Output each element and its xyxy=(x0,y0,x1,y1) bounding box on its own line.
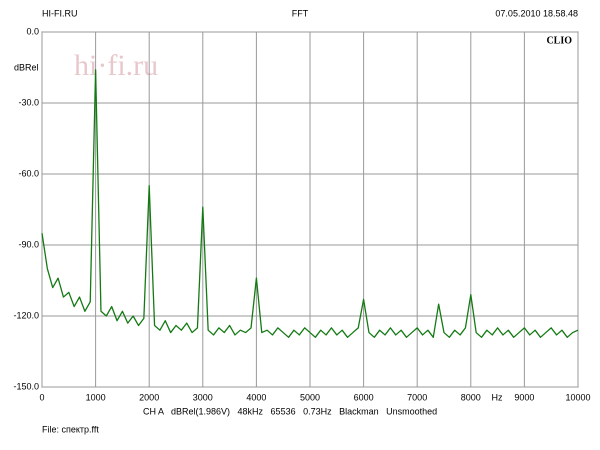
header-left: HI-FI.RU xyxy=(42,8,78,18)
x-tick-label: 7000 xyxy=(407,392,427,402)
x-tick-label: 2000 xyxy=(139,392,159,402)
spectrum-line xyxy=(41,69,579,338)
x-tick-label: 4000 xyxy=(246,392,266,402)
x-tick-label: 6000 xyxy=(354,392,374,402)
x-tick-label: 1000 xyxy=(86,392,106,402)
header-title: FFT xyxy=(292,8,309,18)
watermark: hi·fi.ru xyxy=(74,49,158,82)
x-tick-label: 5000 xyxy=(300,392,320,402)
y-tick-label: -120.0 xyxy=(13,310,39,320)
y-tick-label: -90.0 xyxy=(18,239,39,249)
y-tick-label: -60.0 xyxy=(18,168,39,178)
y-tick-label: -30.0 xyxy=(18,97,39,107)
x-tick-label: 10000 xyxy=(565,392,590,402)
x-axis-label: Hz xyxy=(492,392,503,402)
y-axis-label: dBRel xyxy=(14,62,39,72)
footer: CH A dBRel(1.986V) 48kHz 65536 0.73Hz Bl… xyxy=(143,406,437,416)
x-tick-label: 0 xyxy=(39,392,44,402)
brand: CLIO xyxy=(546,35,572,46)
file-name: File: спектр.fft xyxy=(42,424,99,434)
y-tick-label: -150.0 xyxy=(13,381,39,391)
x-tick-label: 8000 xyxy=(461,392,481,402)
y-tick-label: 0.0 xyxy=(26,26,39,36)
x-tick-label: 9000 xyxy=(514,392,534,402)
x-tick-label: 3000 xyxy=(193,392,213,402)
header-date: 07.05.2010 18.58.48 xyxy=(495,8,578,18)
